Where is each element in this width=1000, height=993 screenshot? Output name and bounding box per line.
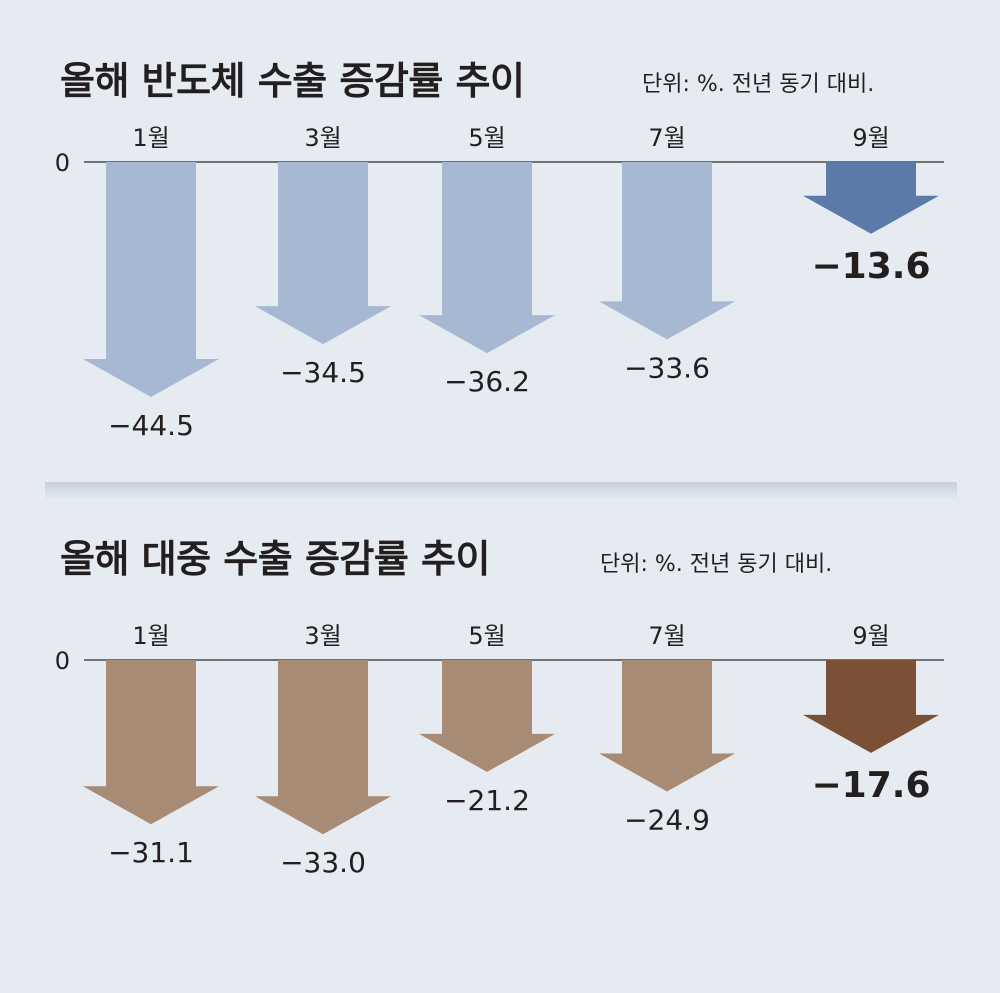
china-category-label: 3월 (304, 622, 341, 650)
semiconductor-value-label: −44.5 (108, 409, 194, 442)
semiconductor-category-label: 7월 (648, 124, 685, 152)
semiconductor-value-label: −36.2 (444, 365, 530, 398)
china-value-label: −24.9 (624, 803, 710, 836)
semiconductor-zero-label: 0 (55, 149, 70, 177)
china-value-label: −31.1 (108, 836, 194, 869)
semiconductor-arrow-1월 (83, 162, 219, 397)
semiconductor-category-label: 5월 (468, 124, 505, 152)
china-export-panel: 올해 대중 수출 증감률 추이 단위: %. 전년 동기 대비. 0 1월 −31.… (0, 500, 1000, 910)
semiconductor-arrow-3월 (255, 162, 391, 345)
semiconductor-value-label: −13.6 (812, 246, 931, 287)
semiconductor-unit-note: 단위: %. 전년 동기 대비. (642, 72, 875, 97)
china-unit-note: 단위: %. 전년 동기 대비. (600, 552, 833, 577)
semiconductor-category-label: 1월 (132, 124, 169, 152)
china-value-label: −21.2 (444, 784, 530, 817)
china-category-label: 9월 (852, 622, 889, 650)
china-chart-title: 올해 대중 수출 증감률 추이 (60, 537, 490, 581)
china-category-label: 5월 (468, 622, 505, 650)
china-arrow-7월 (599, 660, 735, 792)
semiconductor-arrow-9월 (803, 162, 939, 234)
semiconductor-export-panel: 올해 반도체 수출 증감률 추이 단위: %. 전년 동기 대비. 0 1월 −44… (0, 0, 1000, 482)
section-divider (45, 482, 957, 500)
china-arrow-9월 (803, 660, 939, 753)
china-arrow-5월 (419, 660, 555, 772)
infographic-canvas: 올해 반도체 수출 증감률 추이 단위: %. 전년 동기 대비. 0 1월 −44… (0, 0, 1000, 910)
china-value-label: −17.6 (812, 765, 931, 806)
china-arrow-1월 (83, 660, 219, 825)
china-category-label: 1월 (132, 622, 169, 650)
china-arrow-3월 (255, 660, 391, 835)
semiconductor-category-label: 3월 (304, 124, 341, 152)
semiconductor-arrow-chart: 0 1월 −44.5 3월 −34.5 5월 −36.2 7월 −33.6 9월 −13.6 (55, 124, 944, 442)
china-category-label: 7월 (648, 622, 685, 650)
semiconductor-value-label: −33.6 (624, 351, 710, 384)
china-arrow-chart: 0 1월 −31.1 3월 −33.0 5월 −21.2 7월 −24.9 9월 −17.6 (55, 622, 944, 879)
china-value-label: −33.0 (280, 846, 366, 879)
semiconductor-arrow-5월 (419, 162, 555, 354)
semiconductor-value-label: −34.5 (280, 356, 366, 389)
semiconductor-arrow-7월 (599, 162, 735, 340)
semiconductor-chart-title: 올해 반도체 수출 증감률 추이 (60, 59, 525, 103)
china-zero-label: 0 (55, 647, 70, 675)
semiconductor-category-label: 9월 (852, 124, 889, 152)
